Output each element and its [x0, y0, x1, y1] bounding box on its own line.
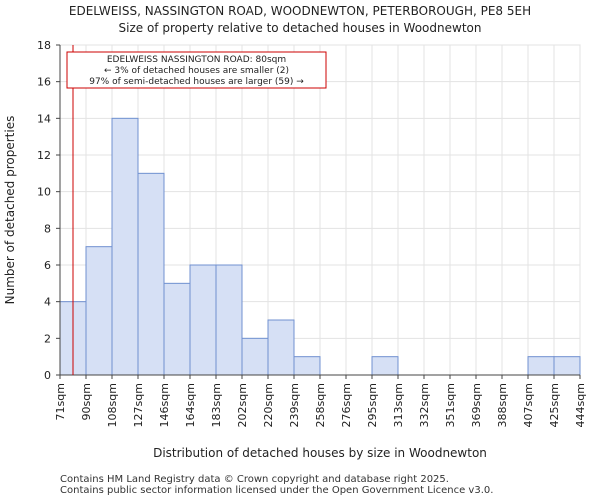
x-tick-label: 313sqm [392, 383, 405, 427]
x-tick-label: 276sqm [340, 383, 353, 427]
y-tick-label: 16 [37, 76, 51, 89]
x-tick-label: 127sqm [132, 383, 145, 427]
bar [137, 172, 165, 376]
y-tick-label: 18 [37, 39, 51, 52]
bar [215, 264, 243, 376]
bar [189, 264, 217, 376]
x-tick-label: 164sqm [184, 383, 197, 427]
annotation-line: ← 3% of detached houses are smaller (2) [104, 66, 289, 76]
x-tick-label: 369sqm [470, 383, 483, 427]
y-tick-label: 0 [44, 369, 51, 382]
x-ticks: 71sqm 90sqm 108sqm 127sqm 146sqm 164sqm 183sqm… [54, 375, 587, 427]
y-tick-label: 14 [37, 112, 51, 125]
bar [111, 117, 139, 376]
bar [293, 356, 321, 376]
x-tick-label: 90sqm [80, 383, 93, 420]
x-tick-label: 146sqm [158, 383, 171, 427]
x-tick-label: 202sqm [236, 383, 249, 427]
annotation-line: 97% of semi-detached houses are larger (… [89, 77, 304, 87]
x-tick-label: 220sqm [262, 383, 275, 427]
bar [241, 337, 269, 376]
y-tick-label: 10 [37, 186, 51, 199]
y-tick-label: 8 [44, 222, 51, 235]
annotation-box: EDELWEISS NASSINGTON ROAD: 80sqm← 3% of … [66, 51, 327, 89]
annotation-line: EDELWEISS NASSINGTON ROAD: 80sqm [107, 55, 286, 65]
y-tick-label: 6 [44, 259, 51, 272]
x-tick-label: 444sqm [574, 383, 587, 427]
y-ticks: 0 2 4 6 8 10 12 14 16 18 [37, 39, 60, 382]
x-tick-label: 351sqm [444, 383, 457, 427]
x-tick-label: 295sqm [366, 383, 379, 427]
chart-title: EDELWEISS, NASSINGTON ROAD, WOODNEWTON, … [68, 4, 532, 18]
x-tick-label: 407sqm [522, 383, 535, 427]
chart-subtitle: Size of property relative to detached ho… [118, 21, 482, 35]
x-tick-label: 239sqm [288, 383, 301, 427]
y-axis-label: Number of detached properties [3, 116, 17, 305]
x-tick-label: 388sqm [496, 383, 509, 427]
x-axis-label: Distribution of detached houses by size … [153, 446, 487, 460]
footer-line-1: Contains HM Land Registry data © Crown c… [60, 474, 449, 485]
y-tick-label: 12 [37, 149, 51, 162]
x-tick-label: 183sqm [210, 383, 223, 427]
annotation-rect [66, 51, 327, 89]
bar [163, 282, 191, 376]
bar [371, 356, 399, 376]
footer-line-2: Contains public sector information licen… [60, 485, 494, 496]
x-tick-label: 71sqm [54, 383, 67, 420]
bar [85, 246, 113, 376]
x-tick-label: 332sqm [418, 383, 431, 427]
y-tick-label: 4 [44, 296, 51, 309]
x-tick-label: 258sqm [314, 383, 327, 427]
bar [267, 319, 295, 376]
x-tick-label: 425sqm [548, 383, 561, 427]
bar [553, 356, 581, 376]
bar [527, 356, 555, 376]
y-tick-label: 2 [44, 332, 51, 345]
x-tick-label: 108sqm [106, 383, 119, 427]
